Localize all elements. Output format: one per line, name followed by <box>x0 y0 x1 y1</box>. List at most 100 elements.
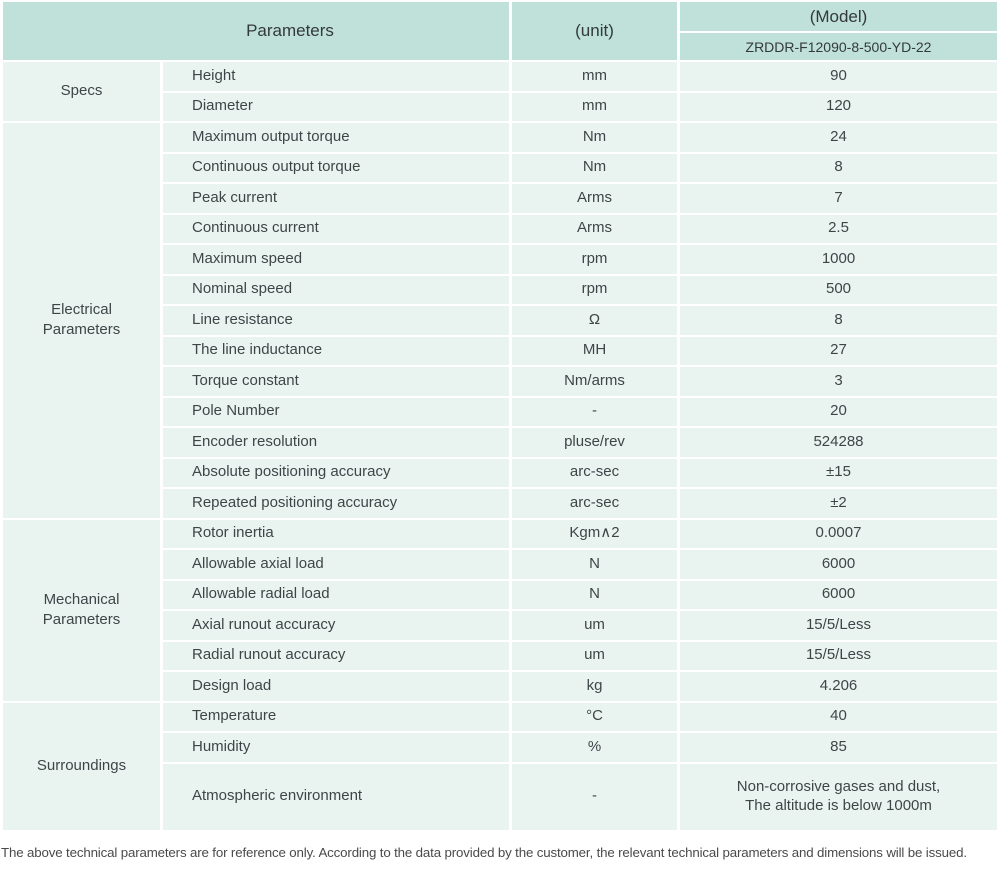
table-row: Maximum speed rpm 1000 <box>3 245 997 274</box>
table-row: Atmospheric environment - Non-corrosive ga… <box>3 763 997 830</box>
table-row: Allowable axial load N 6000 <box>3 550 997 579</box>
value-cell: 4.206 <box>680 672 997 701</box>
header-row-2: ZRDDR-F12090-8-500-YD-22 <box>3 33 997 60</box>
unit-cell: N <box>512 550 677 579</box>
value-cell: 0.0007 <box>680 519 997 548</box>
value-cell: 40 <box>680 702 997 731</box>
param-cell: Continuous current <box>163 214 509 243</box>
unit-cell: °C <box>512 702 677 731</box>
table-header: Parameters (unit) (Model) ZRDDR-F12090-8… <box>3 2 997 60</box>
table-row: Pole Number -20 <box>3 397 997 426</box>
value-cell: Non-corrosive gases and dust, The altitu… <box>680 763 997 830</box>
param-cell: Radial runout accuracy <box>163 641 509 670</box>
model-code: ZRDDR-F12090-8-500-YD-22 <box>680 33 997 60</box>
table-row: Axial runout accuracy um 15/5/Less <box>3 611 997 640</box>
value-cell: 15/5/Less <box>680 611 997 640</box>
param-cell: Axial runout accuracy <box>163 611 509 640</box>
param-cell: Absolute positioning accuracy <box>163 458 509 487</box>
unit-cell: mm <box>512 62 677 91</box>
table-row: Repeated positioning accuracy arc-sec ±2 <box>3 489 997 518</box>
unit-cell: MH <box>512 336 677 365</box>
value-cell: 6000 <box>680 550 997 579</box>
header-row-1: Parameters (unit) (Model) <box>3 2 997 60</box>
param-cell: Atmospheric environment <box>163 763 509 830</box>
unit-cell: Arms <box>512 214 677 243</box>
group-cell: Specs <box>3 62 160 121</box>
table-row: Design load kg 4.206 <box>3 672 997 701</box>
spec-table: Parameters (unit) (Model) ZRDDR-F12090-8… <box>3 2 997 830</box>
table-row: Absolute positioning accuracy arc-sec ±15 <box>3 458 997 487</box>
unit-cell: arc-sec <box>512 489 677 518</box>
param-cell: Continuous output torque <box>163 153 509 182</box>
unit-cell: mm <box>512 92 677 121</box>
spec-table-body: Specs Height mm 90 Diameter mm 120 Electrical P… <box>3 62 997 830</box>
value-cell: 27 <box>680 336 997 365</box>
table-row: Electrical Parameters Maximum output torq… <box>3 123 997 518</box>
unit-cell: um <box>512 611 677 640</box>
param-cell: Allowable axial load <box>163 550 509 579</box>
param-cell: Line resistance <box>163 306 509 335</box>
unit-cell: - <box>512 397 677 426</box>
table-row: Continuous current Arms 2.5 <box>3 214 997 243</box>
param-cell: Diameter <box>163 92 509 121</box>
parameters-column-header: Parameters <box>3 2 509 60</box>
group-cell: Mechanical Parameters <box>3 519 160 701</box>
table-row: Continuous output torque Nm 8 <box>3 153 997 182</box>
param-cell: Allowable radial load <box>163 580 509 609</box>
model-column-header: (Model) <box>680 2 997 31</box>
param-cell: Torque constant <box>163 367 509 396</box>
param-cell: Nominal speed <box>163 275 509 304</box>
unit-cell: Nm <box>512 153 677 182</box>
param-cell: Humidity <box>163 733 509 762</box>
value-cell: 500 <box>680 275 997 304</box>
table-row: Radial runout accuracy um 15/5/Less <box>3 641 997 670</box>
value-cell: 8 <box>680 306 997 335</box>
unit-cell: Nm <box>512 123 677 152</box>
table-row: Allowable radial load N 6000 <box>3 580 997 609</box>
value-cell: 85 <box>680 733 997 762</box>
unit-cell: N <box>512 580 677 609</box>
unit-cell: Nm/arms <box>512 367 677 396</box>
table-row: Humidity% 85 <box>3 733 997 762</box>
table-row: Specs Height mm 90 <box>3 62 997 121</box>
value-cell: 2.5 <box>680 214 997 243</box>
table-row: Nominal speed rpm 500 <box>3 275 997 304</box>
param-cell: Rotor inertia <box>163 519 509 548</box>
value-cell: 3 <box>680 367 997 396</box>
unit-cell: Kgm∧2 <box>512 519 677 548</box>
unit-cell: rpm <box>512 275 677 304</box>
param-cell: Repeated positioning accuracy <box>163 489 509 518</box>
value-cell: 8 <box>680 153 997 182</box>
param-cell: Height <box>163 62 509 91</box>
table-row: Torque constant Nm/arms 3 <box>3 367 997 396</box>
value-cell: 524288 <box>680 428 997 457</box>
param-cell: Temperature <box>163 702 509 731</box>
unit-cell: arc-sec <box>512 458 677 487</box>
unit-cell: Arms <box>512 184 677 213</box>
value-cell: 120 <box>680 92 997 121</box>
unit-column-header: (unit) <box>512 2 677 60</box>
table-row: Mechanical Parameters Rotor inertia Kgm∧2 0… <box>3 519 997 701</box>
table-row: Diameter mm 120 <box>3 92 997 121</box>
param-cell: Maximum output torque <box>163 123 509 152</box>
value-cell: 15/5/Less <box>680 641 997 670</box>
footer-note: The above technical parameters are for r… <box>1 844 967 860</box>
param-cell: Peak current <box>163 184 509 213</box>
value-cell: 90 <box>680 62 997 91</box>
value-cell: 20 <box>680 397 997 426</box>
value-cell: ±15 <box>680 458 997 487</box>
unit-cell: um <box>512 641 677 670</box>
value-cell: 7 <box>680 184 997 213</box>
value-cell: ±2 <box>680 489 997 518</box>
unit-cell: % <box>512 733 677 762</box>
unit-cell: - <box>512 763 677 830</box>
param-cell: Design load <box>163 672 509 701</box>
value-cell: 1000 <box>680 245 997 274</box>
unit-cell: rpm <box>512 245 677 274</box>
value-cell: 6000 <box>680 580 997 609</box>
param-cell: Encoder resolution <box>163 428 509 457</box>
param-cell: Pole Number <box>163 397 509 426</box>
group-cell: Surroundings <box>3 702 160 830</box>
group-cell: Electrical Parameters <box>3 123 160 518</box>
value-cell: 24 <box>680 123 997 152</box>
